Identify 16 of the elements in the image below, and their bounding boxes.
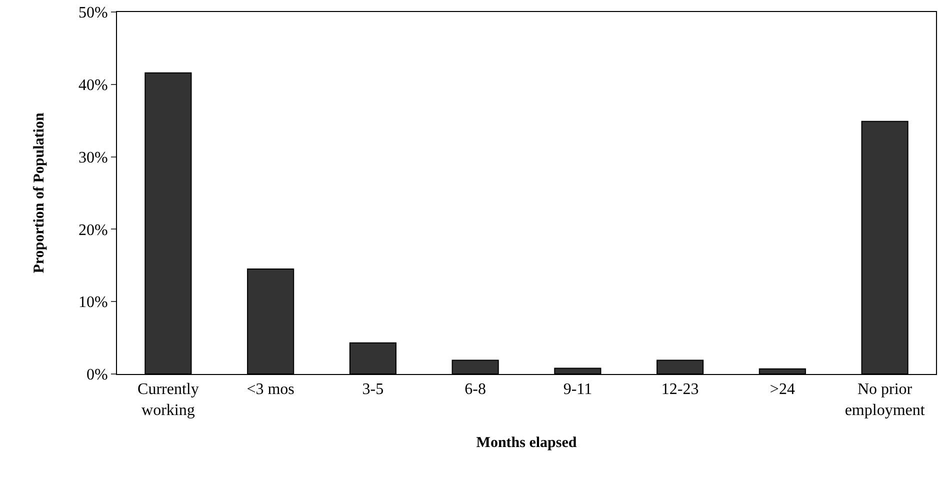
y-tick-label: 30% [78,149,108,166]
y-tick-label: 50% [78,4,108,22]
x-tick-label: 3-5 [362,381,384,398]
y-tick-label: 10% [78,294,108,312]
x-tick-label: Currently working [138,381,199,419]
x-tick-label: 6-8 [464,381,486,398]
y-axis-title: Proportion of Population [32,112,48,274]
y-tick-label: 0% [86,366,108,384]
x-tick-label: 12-23 [661,381,699,398]
y-tick-label: 20% [78,222,108,239]
x-axis-title: Months elapsed [476,435,578,451]
x-tick-label: >24 [770,381,795,398]
x-tick-label: 9-11 [563,381,592,398]
y-tick-label: 40% [78,77,108,94]
x-tick-label: <3 mos [246,381,294,398]
x-tick-label: No prior employment [844,381,926,419]
